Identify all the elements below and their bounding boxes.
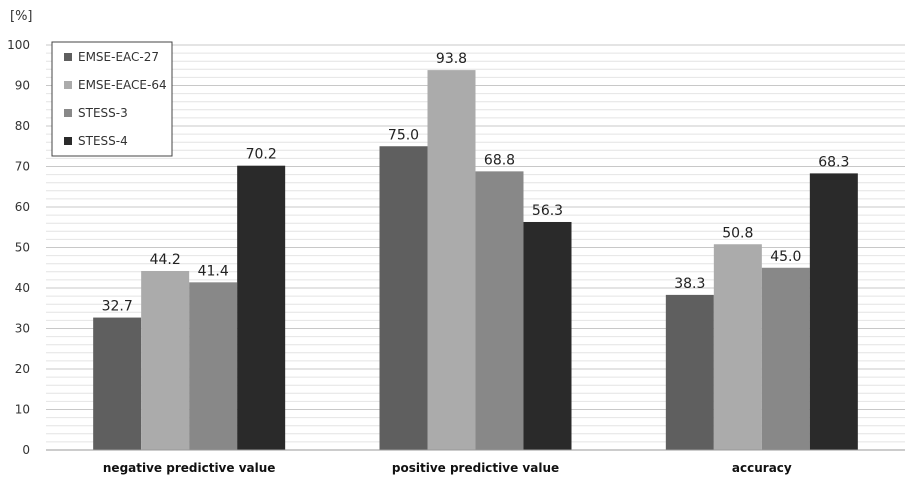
y-tick-label: 80 xyxy=(15,119,30,133)
data-label: 70.2 xyxy=(246,147,277,163)
legend-label: STESS-4 xyxy=(78,134,128,148)
data-label: 44.2 xyxy=(150,252,181,268)
y-tick-label: 30 xyxy=(15,322,30,336)
bar xyxy=(189,282,238,450)
y-tick-label: 20 xyxy=(15,362,30,376)
bar xyxy=(379,146,428,450)
legend-swatch xyxy=(64,53,72,61)
data-label: 32.7 xyxy=(102,299,133,315)
bar xyxy=(761,267,810,450)
bar xyxy=(665,294,714,450)
data-label: 68.3 xyxy=(818,154,849,170)
bar xyxy=(809,173,858,450)
legend-swatch xyxy=(64,81,72,89)
y-tick-label: 70 xyxy=(15,160,30,174)
data-label: 41.4 xyxy=(198,263,229,279)
data-label: 56.3 xyxy=(532,203,563,219)
bar xyxy=(141,270,190,450)
bar xyxy=(237,165,286,450)
legend-swatch xyxy=(64,109,72,117)
y-tick-label: 0 xyxy=(22,443,30,457)
data-label: 50.8 xyxy=(722,225,753,241)
y-tick-label: 40 xyxy=(15,281,30,295)
data-label: 38.3 xyxy=(674,276,705,292)
y-tick-label: 100 xyxy=(7,38,30,52)
bar-layer: 32.7 44.2 41.4 70.2 75.0 93.8 68.8 56.3 38.3 50.8… xyxy=(93,51,858,451)
x-category-label: positive predictive value xyxy=(392,461,559,475)
axis-layer: 0 10 20 30 40 50 60 70 80 90 100 negative predictiv… xyxy=(7,38,905,475)
y-tick-label: 10 xyxy=(15,403,30,417)
data-label: 68.8 xyxy=(484,152,515,168)
data-label: 75.0 xyxy=(388,127,419,143)
data-label: 93.8 xyxy=(436,51,467,67)
legend-label: EMSE-EAC-27 xyxy=(78,50,159,64)
legend-label: EMSE-EACE-64 xyxy=(78,78,167,92)
bar xyxy=(475,171,524,451)
bar xyxy=(713,244,762,450)
data-label: 45.0 xyxy=(770,249,801,265)
bar xyxy=(93,317,142,450)
bar xyxy=(523,221,572,450)
bar xyxy=(427,70,476,451)
x-category-label: negative predictive value xyxy=(103,461,276,475)
legend-label: STESS-3 xyxy=(78,106,128,120)
y-tick-label: 60 xyxy=(15,200,30,214)
y-axis-unit-label: [%] xyxy=(10,9,33,24)
x-category-label: accuracy xyxy=(732,461,792,475)
legend: EMSE-EAC-27 EMSE-EACE-64 STESS-3 STESS-4 xyxy=(51,41,173,157)
legend-swatch xyxy=(64,137,72,145)
y-tick-label: 90 xyxy=(15,79,30,93)
y-tick-label: 50 xyxy=(15,241,30,255)
